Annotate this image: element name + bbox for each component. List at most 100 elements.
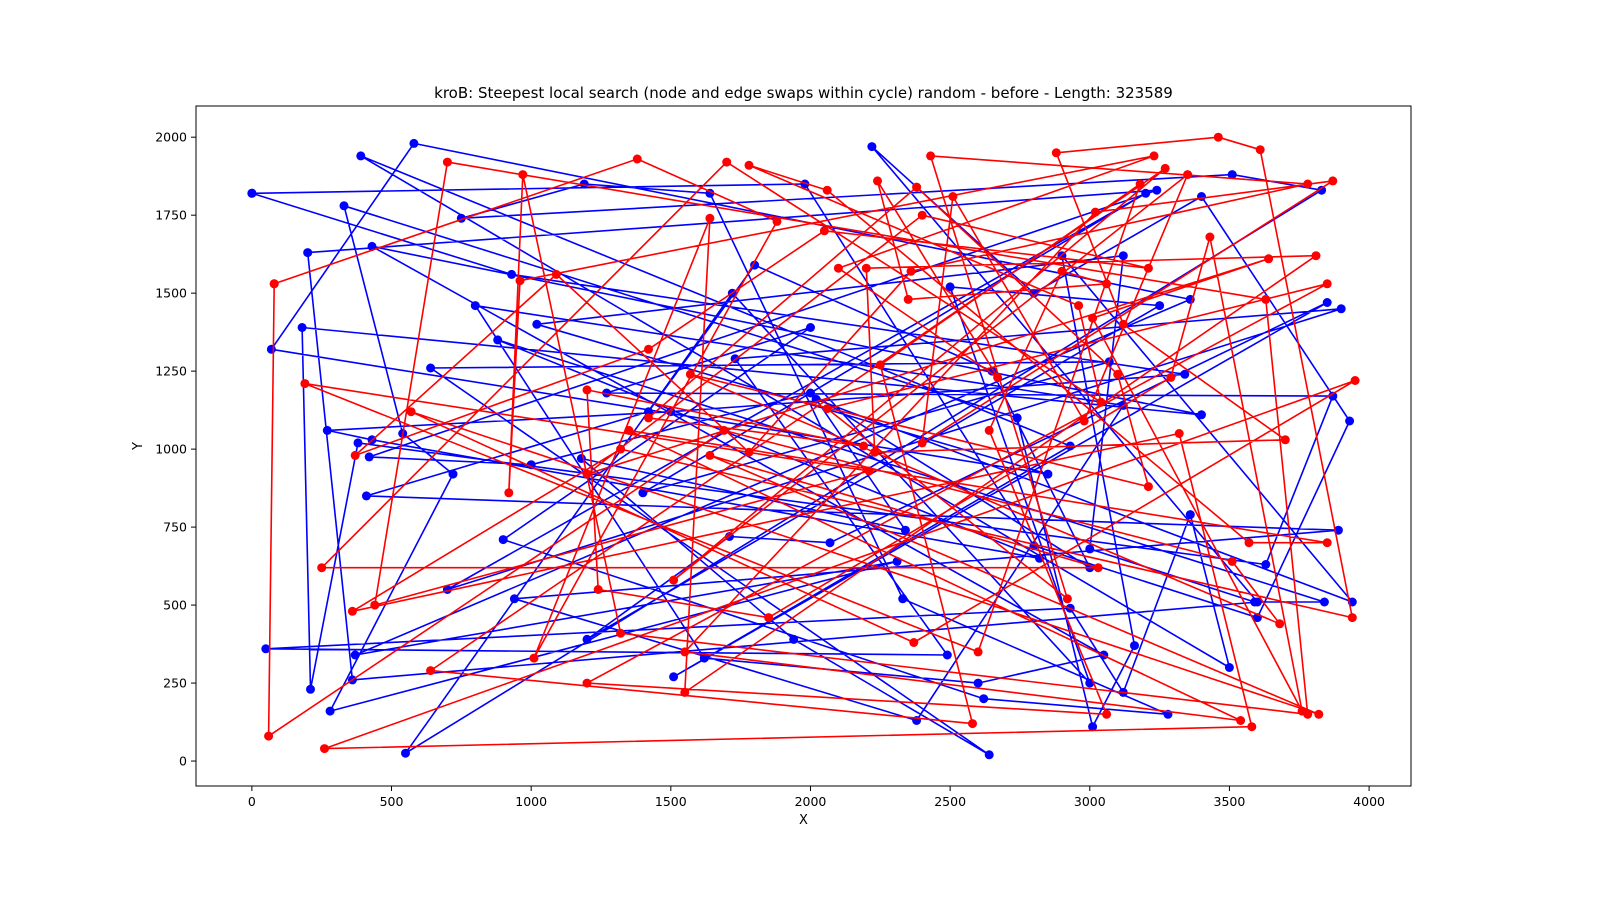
series-1-point-56 <box>616 628 626 638</box>
series-0-point-81 <box>339 201 349 211</box>
series-1-point-7 <box>861 263 871 273</box>
series-0-point-53 <box>825 538 835 548</box>
series-0-point-57 <box>356 151 366 161</box>
series-0-point-46 <box>401 748 410 758</box>
series-1-point-14 <box>1347 613 1357 623</box>
series-1-point-3 <box>529 653 539 663</box>
series-0-point-79 <box>1088 722 1098 732</box>
series-0-point-93 <box>1085 544 1095 554</box>
series-0-point-58 <box>1224 663 1234 672</box>
series-1-point-69 <box>582 678 592 688</box>
series-1-point-59 <box>515 276 525 286</box>
series-0-point-95 <box>1319 597 1329 607</box>
series-1-point-70 <box>1322 279 1332 289</box>
y-tick-label: 0 <box>179 754 187 769</box>
series-1-point-15 <box>616 444 626 454</box>
series-0-point-40 <box>898 594 908 604</box>
series-0-point-71 <box>984 750 994 760</box>
x-tick-label: 4000 <box>1353 794 1385 809</box>
series-0-point-13 <box>526 460 536 470</box>
x-axis-label: X <box>799 813 808 828</box>
series-1-point-89 <box>764 613 774 623</box>
series-1-point-62 <box>993 372 1003 382</box>
series-0-point-17 <box>750 260 760 270</box>
series-1-point-85 <box>1088 313 1098 323</box>
series-1-point-88 <box>1166 372 1176 382</box>
x-tick-label: 3500 <box>1214 794 1246 809</box>
series-0-point-94 <box>1250 597 1260 607</box>
series-0-point-34 <box>1328 391 1338 401</box>
series-1-point-60 <box>1149 151 1159 161</box>
series-0-point-102 <box>507 269 517 279</box>
series-1-point-13 <box>1255 145 1265 155</box>
series-0-point-25 <box>699 653 709 663</box>
series-1-point-65 <box>1102 279 1112 289</box>
series-0-point-101 <box>1180 369 1190 379</box>
y-tick-label: 2000 <box>155 130 187 145</box>
series-0-point-11 <box>1152 185 1162 195</box>
series-1-point-78 <box>350 450 360 460</box>
series-1-point-68 <box>1102 709 1112 719</box>
series-0-point-90 <box>1043 469 1053 479</box>
series-1-point-58 <box>504 488 514 498</box>
series-1-point-95 <box>1113 369 1123 379</box>
series-1-point-1 <box>632 154 642 164</box>
series-1-point-64 <box>903 294 913 304</box>
series-1-point-20 <box>1350 376 1360 385</box>
series-0-point-92 <box>1118 251 1128 261</box>
series-1-point-79 <box>644 344 653 354</box>
series-1-point-72 <box>1062 594 1072 604</box>
series-0-point-4 <box>1345 416 1355 426</box>
series-1-point-2 <box>772 216 782 226</box>
series-1-point-61 <box>833 263 843 273</box>
series-1-point-98 <box>1275 619 1285 629</box>
series-1-point-76 <box>744 447 754 457</box>
series-0-point-38 <box>979 694 989 704</box>
series-1-point-11 <box>1051 148 1061 158</box>
y-tick-label: 1250 <box>155 364 187 379</box>
series-0-point-80 <box>1012 413 1022 423</box>
series-1-point-66 <box>1057 266 1067 276</box>
series-1-point-18 <box>1247 722 1257 732</box>
series-1-point-57 <box>518 170 528 180</box>
y-tick-label: 1750 <box>155 208 187 223</box>
series-0-point-51 <box>582 634 592 644</box>
series-0-point-59 <box>1185 510 1195 520</box>
x-tick-label: 3000 <box>1074 794 1106 809</box>
series-0-point-91 <box>532 319 542 329</box>
series-1-point-29 <box>1074 301 1084 311</box>
series-0-point-5 <box>1197 192 1206 201</box>
series-1-point-74 <box>1303 179 1313 189</box>
series-1-point-67 <box>984 425 994 435</box>
series-1-point-5 <box>680 687 690 697</box>
series-0-point-96 <box>493 335 503 345</box>
x-axis-ticks: 0 500 1000 1500 2000 2500 3000 3500 4000 <box>248 786 1385 809</box>
series-1-point-24 <box>705 450 715 460</box>
series-1-point-36 <box>680 647 690 657</box>
series-0-point-83 <box>448 469 458 479</box>
series-0-point-63 <box>942 650 952 660</box>
series-1-point-82 <box>917 210 927 220</box>
series-0-point-21 <box>509 594 519 604</box>
series-1-point-47 <box>875 360 885 370</box>
series-0-point-19 <box>361 491 371 501</box>
series-1-point-93 <box>644 413 653 423</box>
y-tick-label: 750 <box>163 520 187 535</box>
series-0-point-10 <box>303 248 313 258</box>
series-1-point-40 <box>948 192 958 201</box>
series-1-point-73 <box>926 151 936 161</box>
series-0-point-14 <box>806 388 815 398</box>
series-0-point-6 <box>1029 288 1039 298</box>
series-0-point-74 <box>900 525 910 535</box>
series-1-point-54 <box>1261 294 1271 304</box>
plot-area <box>195 105 1412 787</box>
series-0-point-50 <box>1155 301 1165 311</box>
series-1-point-100 <box>719 425 729 435</box>
x-tick-label: 500 <box>380 794 404 809</box>
series-0-point-32 <box>353 438 363 448</box>
series-0-point-33 <box>1261 560 1271 569</box>
series-1-point-45 <box>426 666 436 676</box>
series-1-point-39 <box>917 438 927 448</box>
series-1-point-37 <box>1090 207 1100 217</box>
